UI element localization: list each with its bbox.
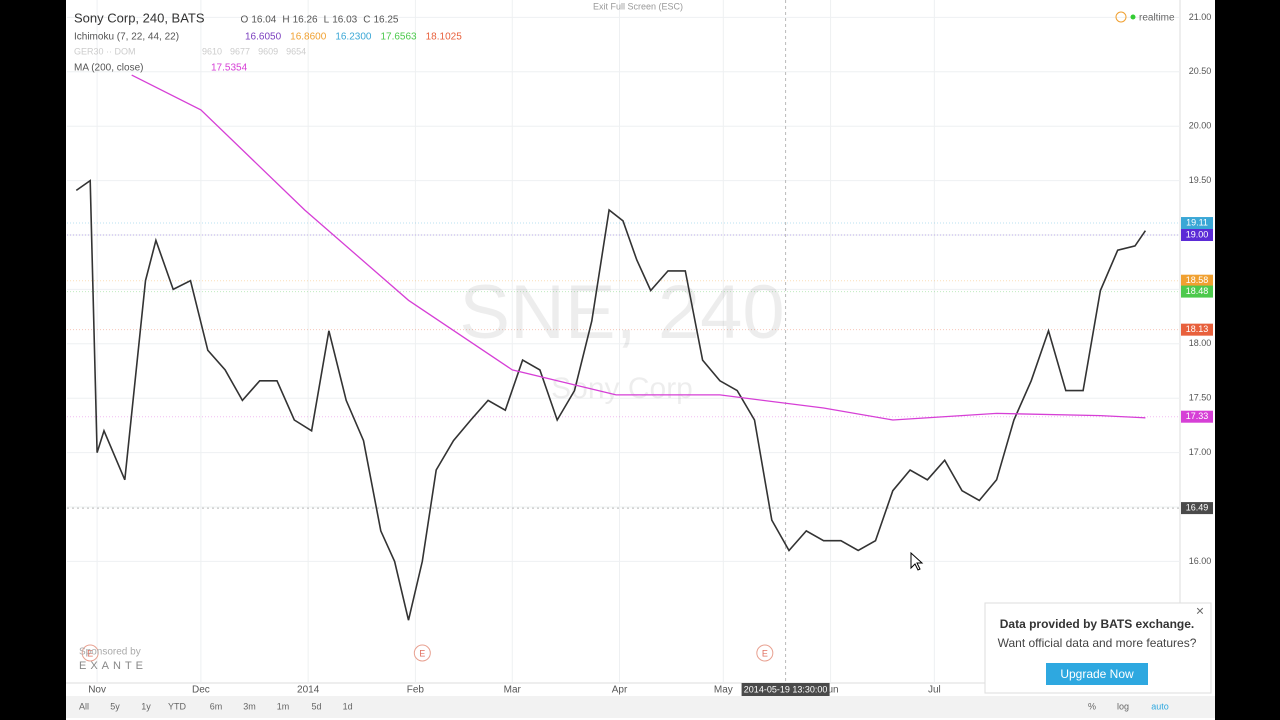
ma-value: 17.5354 xyxy=(211,63,248,74)
x-tick-label: Feb xyxy=(407,685,425,696)
event-label: E xyxy=(87,648,93,658)
price-label-box xyxy=(1181,323,1213,336)
crosshair-date: 2014-05-19 13:30:00 xyxy=(744,684,828,694)
ohlc-value: 16.26 xyxy=(293,15,318,26)
ohlc-value: 16.25 xyxy=(373,15,398,26)
sponsored: Sponsored by xyxy=(79,647,141,658)
realtime-icon xyxy=(1115,11,1127,23)
price-label-box xyxy=(1181,285,1213,298)
ma-name: MA (200, close) xyxy=(74,63,143,74)
compare-name: GER30 ·· DOM xyxy=(74,46,136,56)
popup-close[interactable]: × xyxy=(1196,603,1204,619)
range-button[interactable]: 5y xyxy=(110,701,120,711)
price-label: 17.33 xyxy=(1186,411,1209,421)
crosshair-price: 16.49 xyxy=(1186,502,1209,512)
ohlc-value: 16.04 xyxy=(251,15,276,26)
cursor xyxy=(910,551,924,571)
price-label: 19.00 xyxy=(1186,229,1209,239)
range-button[interactable]: 6m xyxy=(210,701,223,711)
x-tick-label: Mar xyxy=(504,685,522,696)
ichimoku-value: 16.8600 xyxy=(290,32,327,43)
y-tick-label: 20.50 xyxy=(1189,66,1212,76)
x-tick-label: Jul xyxy=(928,685,941,696)
x-tick-label: Nov xyxy=(88,685,106,696)
scale-button[interactable]: % xyxy=(1088,701,1096,711)
price-label-box xyxy=(1181,217,1213,230)
range-button[interactable]: 1d xyxy=(343,701,353,711)
watermark-sub: Sony Corp xyxy=(551,372,693,405)
compare-value: 9609 xyxy=(258,46,278,56)
ichimoku-value: 16.6050 xyxy=(245,32,282,43)
price-label-box xyxy=(1181,410,1213,423)
popup: × Data provided by BATS exchange. Want o… xyxy=(984,602,1212,694)
y-tick-label: 20.00 xyxy=(1189,121,1212,131)
compare-value: 9677 xyxy=(230,46,250,56)
y-tick-label: 18.00 xyxy=(1189,338,1212,348)
price-label-box xyxy=(1181,274,1213,287)
range-button[interactable]: All xyxy=(79,701,89,711)
chart-title: Sony Corp, 240, BATS xyxy=(74,10,205,25)
y-tick-label: 19.50 xyxy=(1189,175,1212,185)
ohlc-label: O xyxy=(241,15,249,26)
range-button[interactable]: 1m xyxy=(277,701,290,711)
x-tick-label: Apr xyxy=(612,685,628,696)
realtime: realtime xyxy=(1139,13,1175,24)
chart-panel xyxy=(66,0,1215,720)
x-tick-label: Dec xyxy=(192,685,210,696)
series-line xyxy=(131,74,1146,421)
range-button[interactable]: YTD xyxy=(168,701,187,711)
ichimoku-value: 17.6563 xyxy=(380,32,417,43)
x-tick-label: May xyxy=(714,685,733,696)
ichimoku-name: Ichimoku (7, 22, 44, 22) xyxy=(74,32,179,43)
sponsor[interactable]: EXANTE xyxy=(79,660,147,672)
x-tick-label: 2014 xyxy=(297,685,320,696)
realtime-dot xyxy=(1130,14,1136,20)
x-tick-label: Jun xyxy=(823,685,839,696)
price-label-box xyxy=(1181,229,1213,242)
range-button[interactable]: 1y xyxy=(141,701,151,711)
compare-value: 9654 xyxy=(286,46,306,56)
event-marker[interactable] xyxy=(413,644,431,662)
y-tick-label: 17.00 xyxy=(1189,447,1212,457)
y-tick-label: 21.00 xyxy=(1189,12,1212,22)
ichimoku-value: 16.2300 xyxy=(335,32,372,43)
upgrade-button[interactable] xyxy=(1046,663,1148,685)
bottom-toolbar xyxy=(66,696,1215,718)
y-tick-label: 16.00 xyxy=(1189,556,1212,566)
watermark: SNE, 240 xyxy=(459,270,784,355)
event-label: E xyxy=(762,648,768,658)
upgrade-text[interactable]: Upgrade Now xyxy=(1060,667,1134,681)
crosshair-date-box xyxy=(741,683,830,696)
crosshair-price-box xyxy=(1181,502,1213,515)
ohlc-label: L xyxy=(324,15,330,26)
event-marker[interactable] xyxy=(756,644,774,662)
series-line xyxy=(75,179,1147,621)
popup-title: Data provided by BATS exchange. xyxy=(1000,617,1195,631)
ohlc-label: H xyxy=(282,15,289,26)
exit-fullscreen[interactable]: Exit Full Screen (ESC) xyxy=(593,1,683,11)
event-marker[interactable] xyxy=(81,644,99,662)
event-label: E xyxy=(419,648,425,658)
range-button[interactable]: 5d xyxy=(312,701,322,711)
ichimoku-value: 18.1025 xyxy=(426,32,463,43)
y-tick-label: 17.50 xyxy=(1189,393,1212,403)
range-button[interactable]: 3m xyxy=(243,701,256,711)
price-label: 18.13 xyxy=(1186,324,1209,334)
price-label: 18.48 xyxy=(1186,286,1209,296)
scale-button[interactable]: log xyxy=(1117,701,1129,711)
price-label: 18.58 xyxy=(1186,275,1209,285)
ohlc-value: 16.03 xyxy=(332,15,357,26)
compare-value: 9610 xyxy=(202,46,222,56)
popup-text: Want official data and more features? xyxy=(998,636,1197,650)
ohlc-label: C xyxy=(363,15,370,26)
price-label: 19.11 xyxy=(1186,217,1208,227)
scale-button[interactable]: auto xyxy=(1151,701,1169,711)
